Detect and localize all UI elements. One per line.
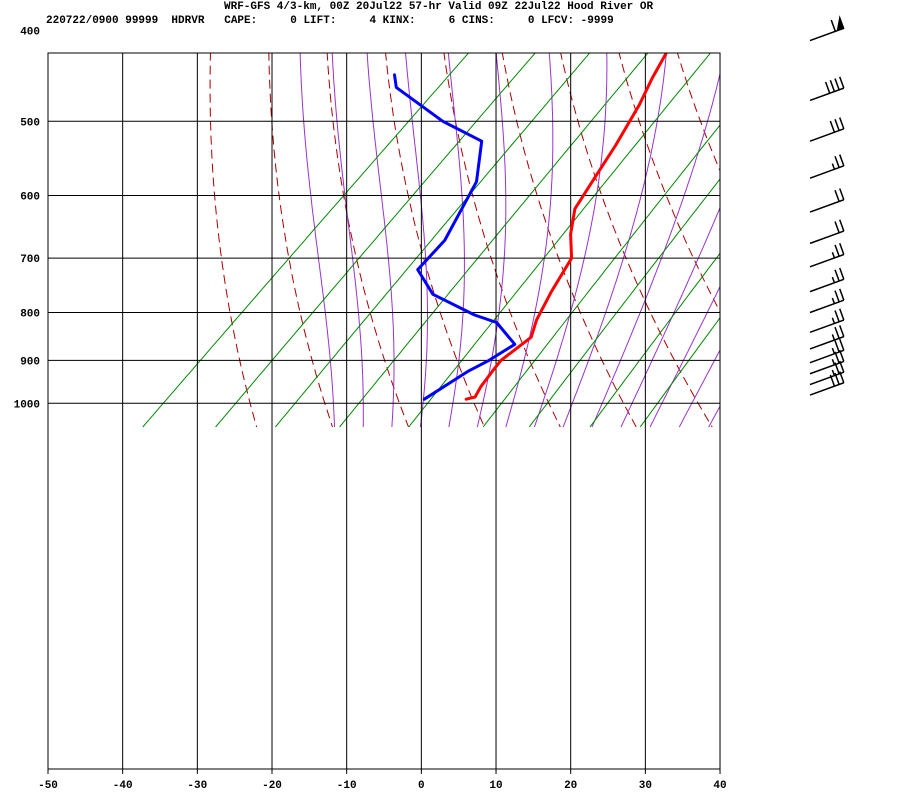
background-lines bbox=[142, 10, 900, 428]
x-tick-label: -40 bbox=[113, 780, 133, 792]
x-tick-label: -50 bbox=[38, 780, 58, 792]
wind-barb bbox=[809, 219, 845, 245]
y-tick-label: 900 bbox=[20, 356, 40, 368]
y-tick-label: 400 bbox=[20, 27, 40, 39]
y-tick-label: 1000 bbox=[14, 399, 40, 411]
mixing-ratio-line bbox=[142, 53, 470, 428]
x-tick-label: 0 bbox=[418, 780, 425, 792]
moist-adiabat bbox=[447, 53, 465, 428]
moist-adiabat bbox=[708, 405, 720, 428]
x-tick-label: -10 bbox=[337, 780, 357, 792]
temperature-profile bbox=[464, 53, 668, 401]
moist-adiabat bbox=[591, 71, 720, 428]
dry-adiabat bbox=[268, 53, 333, 428]
x-tick-label: -20 bbox=[262, 780, 282, 792]
x-tick-label: 30 bbox=[639, 780, 652, 792]
moist-adiabat bbox=[476, 53, 507, 428]
moist-adiabat bbox=[505, 53, 554, 428]
wind-barb bbox=[809, 371, 845, 396]
wind-barb bbox=[809, 349, 845, 375]
x-tick-label: 10 bbox=[489, 780, 502, 792]
dry-adiabat bbox=[892, 10, 900, 427]
mixing-ratio-line bbox=[482, 124, 720, 428]
grid bbox=[47, 53, 721, 774]
wind-barb bbox=[809, 15, 845, 42]
dry-adiabat bbox=[778, 10, 900, 427]
mixing-ratio-line bbox=[528, 178, 720, 428]
moist-adiabat bbox=[405, 53, 428, 428]
moist-adiabat bbox=[299, 53, 335, 428]
wind-barb bbox=[809, 267, 845, 293]
y-tick-label: 700 bbox=[20, 254, 40, 266]
dry-adiabat bbox=[835, 10, 900, 427]
moist-adiabat bbox=[533, 53, 608, 428]
wind-barbs bbox=[809, 15, 845, 396]
axis-labels: -50 -40 -30 -20 -10 0 10 20 30 40 400 500 600 700 800 9… bbox=[14, 27, 727, 792]
moist-adiabat bbox=[649, 285, 720, 428]
y-tick-label: 800 bbox=[20, 309, 40, 321]
dry-adiabat bbox=[326, 53, 409, 428]
dewpoint-profile bbox=[393, 73, 517, 401]
dry-adiabat bbox=[443, 53, 561, 428]
moist-adiabat bbox=[331, 53, 364, 427]
chart-title: WRF-GFS 4/3-km, 00Z 20Jul22 57-hr Valid … bbox=[224, 1, 654, 13]
mixing-ratio-line bbox=[589, 252, 720, 428]
wind-barb bbox=[809, 288, 845, 314]
chart-header: WRF-GFS 4/3-km, 00Z 20Jul22 57-hr Valid … bbox=[0, 0, 900, 34]
wind-barb bbox=[809, 154, 845, 179]
dry-adiabat bbox=[722, 10, 900, 427]
dry-adiabat bbox=[209, 53, 258, 428]
wind-barb bbox=[809, 338, 845, 364]
moist-adiabat bbox=[620, 206, 720, 428]
moist-adiabat bbox=[562, 53, 667, 428]
x-tick-label: 40 bbox=[713, 780, 726, 792]
wind-barb bbox=[809, 308, 845, 334]
sounding-indices: 220722/0900 99999 HDRVR CAPE: 0 LIFT: 4 … bbox=[46, 15, 614, 27]
mixing-ratio-line bbox=[639, 317, 720, 428]
moist-adiabat bbox=[366, 53, 395, 428]
x-tick-label: -30 bbox=[187, 780, 207, 792]
wind-barb bbox=[809, 117, 845, 142]
y-tick-label: 500 bbox=[20, 117, 40, 129]
wind-barb bbox=[809, 76, 845, 102]
wind-barb bbox=[809, 188, 845, 213]
dry-adiabat bbox=[560, 53, 713, 428]
wind-barb bbox=[809, 325, 845, 350]
x-tick-label: 20 bbox=[564, 780, 577, 792]
mixing-ratio-line bbox=[275, 53, 591, 428]
moist-adiabat bbox=[678, 349, 720, 428]
mixing-ratio-line bbox=[408, 53, 712, 428]
profiles bbox=[393, 53, 668, 401]
wind-barb bbox=[809, 360, 845, 386]
mixing-ratio-line bbox=[339, 53, 649, 428]
plot-frame bbox=[47, 52, 721, 770]
dry-adiabat bbox=[501, 53, 637, 428]
wind-barb bbox=[809, 242, 845, 268]
dry-adiabat bbox=[385, 53, 485, 428]
mixing-ratio-line bbox=[215, 53, 536, 428]
y-tick-label: 600 bbox=[20, 191, 40, 203]
